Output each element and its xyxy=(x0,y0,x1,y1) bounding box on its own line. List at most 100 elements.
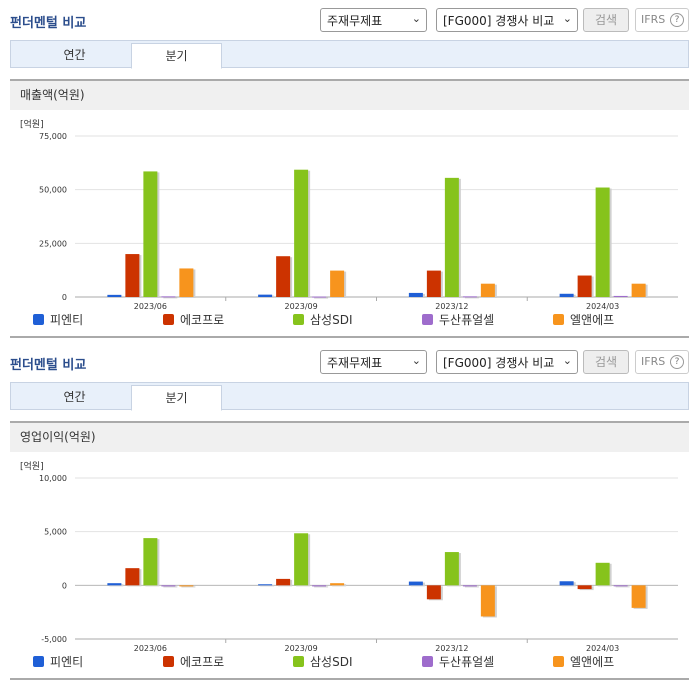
legend-label: 엘앤에프 xyxy=(570,655,615,669)
bar-shadow xyxy=(615,586,630,588)
legend-item[interactable]: 엘앤에프 xyxy=(553,654,614,670)
bar xyxy=(444,177,459,297)
bar xyxy=(559,581,574,586)
help-icon: ? xyxy=(670,13,684,27)
bar xyxy=(330,583,345,586)
statement-type-value: 주재무제표 xyxy=(327,14,383,28)
legend-swatch xyxy=(33,314,44,325)
y-unit-label: [억원] xyxy=(20,120,44,130)
chart-legend: 피엔티 에코프로 삼성SDI 두산퓨얼셀 엘앤에프 xyxy=(0,312,696,330)
bar xyxy=(107,294,122,297)
legend-item[interactable]: 삼성SDI xyxy=(293,312,352,328)
tab-annual[interactable]: 연간 xyxy=(63,390,86,404)
bar xyxy=(276,578,291,586)
chevron-down-icon: ⌄ xyxy=(411,12,421,25)
chevron-down-icon: ⌄ xyxy=(562,12,572,25)
bar xyxy=(480,283,495,297)
x-tick-label: 2023/06 xyxy=(134,644,167,653)
legend-swatch xyxy=(422,656,433,667)
y-tick-label: 25,000 xyxy=(39,239,67,248)
legend-swatch xyxy=(553,656,564,667)
peer-group-select[interactable]: [FG000] 경쟁사 비교 ⌄ xyxy=(436,8,578,32)
y-tick-label: 0 xyxy=(62,293,67,302)
section-title: 매출액(억원) xyxy=(10,79,689,110)
bar-shadow xyxy=(464,586,479,588)
legend-item[interactable]: 피엔티 xyxy=(33,654,83,670)
x-tick-label: 2024/03 xyxy=(586,302,619,311)
y-tick-label: -5,000 xyxy=(41,635,67,644)
chart-legend: 피엔티 에코프로 삼성SDI 두산퓨얼셀 엘앤에프 xyxy=(0,654,696,672)
peer-group-select[interactable]: [FG000] 경쟁사 비교 ⌄ xyxy=(436,350,578,374)
peer-group-value: [FG000] 경쟁사 비교 xyxy=(443,356,555,370)
chevron-down-icon: ⌄ xyxy=(411,354,421,367)
period-tabs: 연간 분기 xyxy=(10,382,689,411)
divider xyxy=(10,678,689,680)
bar-shadow xyxy=(615,296,630,298)
legend-item[interactable]: 엘앤에프 xyxy=(553,312,614,328)
statement-type-select[interactable]: 주재무제표 ⌄ xyxy=(320,350,427,374)
statement-type-value: 주재무제표 xyxy=(327,356,383,370)
bar xyxy=(613,295,628,297)
section-title: 영업이익(억원) xyxy=(10,421,689,452)
fundamental-panel-revenue: 펀더멘털 비교 주재무제표 ⌄ [FG000] 경쟁사 비교 ⌄ 검색 IFRS… xyxy=(0,8,696,338)
revenue-bar-chart: 0 25,000 50,000 75,000 2023/06 2023/09 2023/12… xyxy=(39,132,678,311)
bar-shadow xyxy=(163,586,178,588)
legend-label: 삼성SDI xyxy=(310,655,353,669)
legend-swatch xyxy=(163,314,174,325)
bar xyxy=(258,584,273,586)
ifrs-label: IFRS xyxy=(641,355,666,368)
y-tick-label: 75,000 xyxy=(39,132,67,141)
legend-item[interactable]: 에코프로 xyxy=(163,654,224,670)
operating-profit-bar-chart: -5,000 0 5,000 10,000 2023/06 2023/09 2023/12 2… xyxy=(39,474,678,653)
legend-item[interactable]: 삼성SDI xyxy=(293,654,352,670)
bar xyxy=(462,296,477,298)
bar xyxy=(631,585,646,608)
bar xyxy=(125,568,140,586)
legend-label: 삼성SDI xyxy=(310,313,353,327)
legend-item[interactable]: 두산퓨얼셀 xyxy=(422,312,494,328)
legend-swatch xyxy=(422,314,433,325)
y-unit-label: [억원] xyxy=(20,462,44,472)
ifrs-button[interactable]: IFRS ? xyxy=(635,350,689,374)
tab-annual[interactable]: 연간 xyxy=(63,48,86,62)
bar xyxy=(107,583,122,586)
statement-type-select[interactable]: 주재무제표 ⌄ xyxy=(320,8,427,32)
bar-shadow xyxy=(181,586,196,588)
fundamental-panel-operating-profit: 펀더멘털 비교 주재무제표 ⌄ [FG000] 경쟁사 비교 ⌄ 검색 IFRS… xyxy=(0,342,696,684)
bar xyxy=(294,169,309,297)
period-tabs: 연간 분기 xyxy=(10,40,689,69)
legend-item[interactable]: 피엔티 xyxy=(33,312,83,328)
chevron-down-icon: ⌄ xyxy=(562,354,572,367)
panel-title: 펀더멘털 비교 xyxy=(10,358,87,373)
search-button[interactable]: 검색 xyxy=(583,350,629,374)
bar xyxy=(577,585,592,590)
y-tick-label: 0 xyxy=(62,581,67,590)
tab-quarterly[interactable]: 분기 xyxy=(131,385,222,411)
search-button[interactable]: 검색 xyxy=(583,8,629,32)
legend-label: 피엔티 xyxy=(50,655,84,669)
bar xyxy=(143,171,158,297)
bar xyxy=(312,296,327,298)
bar xyxy=(125,254,140,297)
legend-label: 피엔티 xyxy=(50,313,84,327)
bar xyxy=(480,585,495,617)
bar xyxy=(408,581,423,586)
legend-item[interactable]: 두산퓨얼셀 xyxy=(422,654,494,670)
bar xyxy=(595,562,610,586)
legend-label: 엘앤에프 xyxy=(570,313,615,327)
legend-label: 두산퓨얼셀 xyxy=(439,313,495,327)
y-tick-label: 50,000 xyxy=(39,186,67,195)
bar xyxy=(276,256,291,297)
bar xyxy=(426,270,441,297)
legend-label: 에코프로 xyxy=(180,313,225,327)
ifrs-button[interactable]: IFRS ? xyxy=(635,8,689,32)
bar xyxy=(143,538,158,586)
x-tick-label: 2023/12 xyxy=(435,302,468,311)
bar-shadow xyxy=(464,297,479,299)
bar xyxy=(559,293,574,297)
divider xyxy=(10,336,689,338)
legend-swatch xyxy=(293,314,304,325)
tab-quarterly[interactable]: 분기 xyxy=(131,43,222,69)
legend-item[interactable]: 에코프로 xyxy=(163,312,224,328)
bar xyxy=(294,533,309,586)
